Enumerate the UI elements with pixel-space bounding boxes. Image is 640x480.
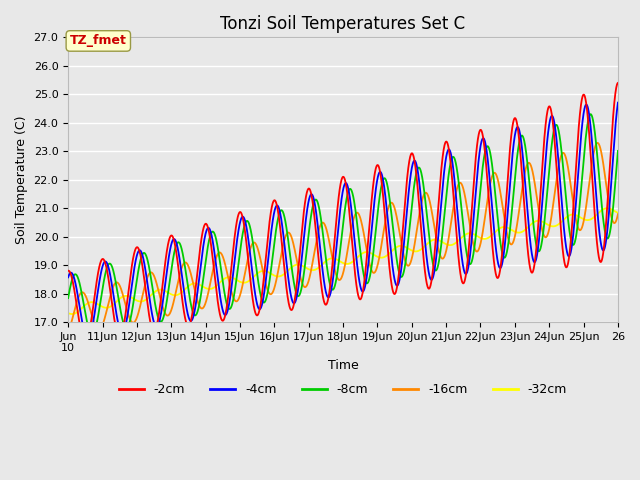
Title: Tonzi Soil Temperatures Set C: Tonzi Soil Temperatures Set C: [221, 15, 466, 33]
X-axis label: Time: Time: [328, 359, 358, 372]
Text: TZ_fmet: TZ_fmet: [70, 35, 127, 48]
Y-axis label: Soil Temperature (C): Soil Temperature (C): [15, 115, 28, 244]
Legend: -2cm, -4cm, -8cm, -16cm, -32cm: -2cm, -4cm, -8cm, -16cm, -32cm: [114, 378, 572, 401]
